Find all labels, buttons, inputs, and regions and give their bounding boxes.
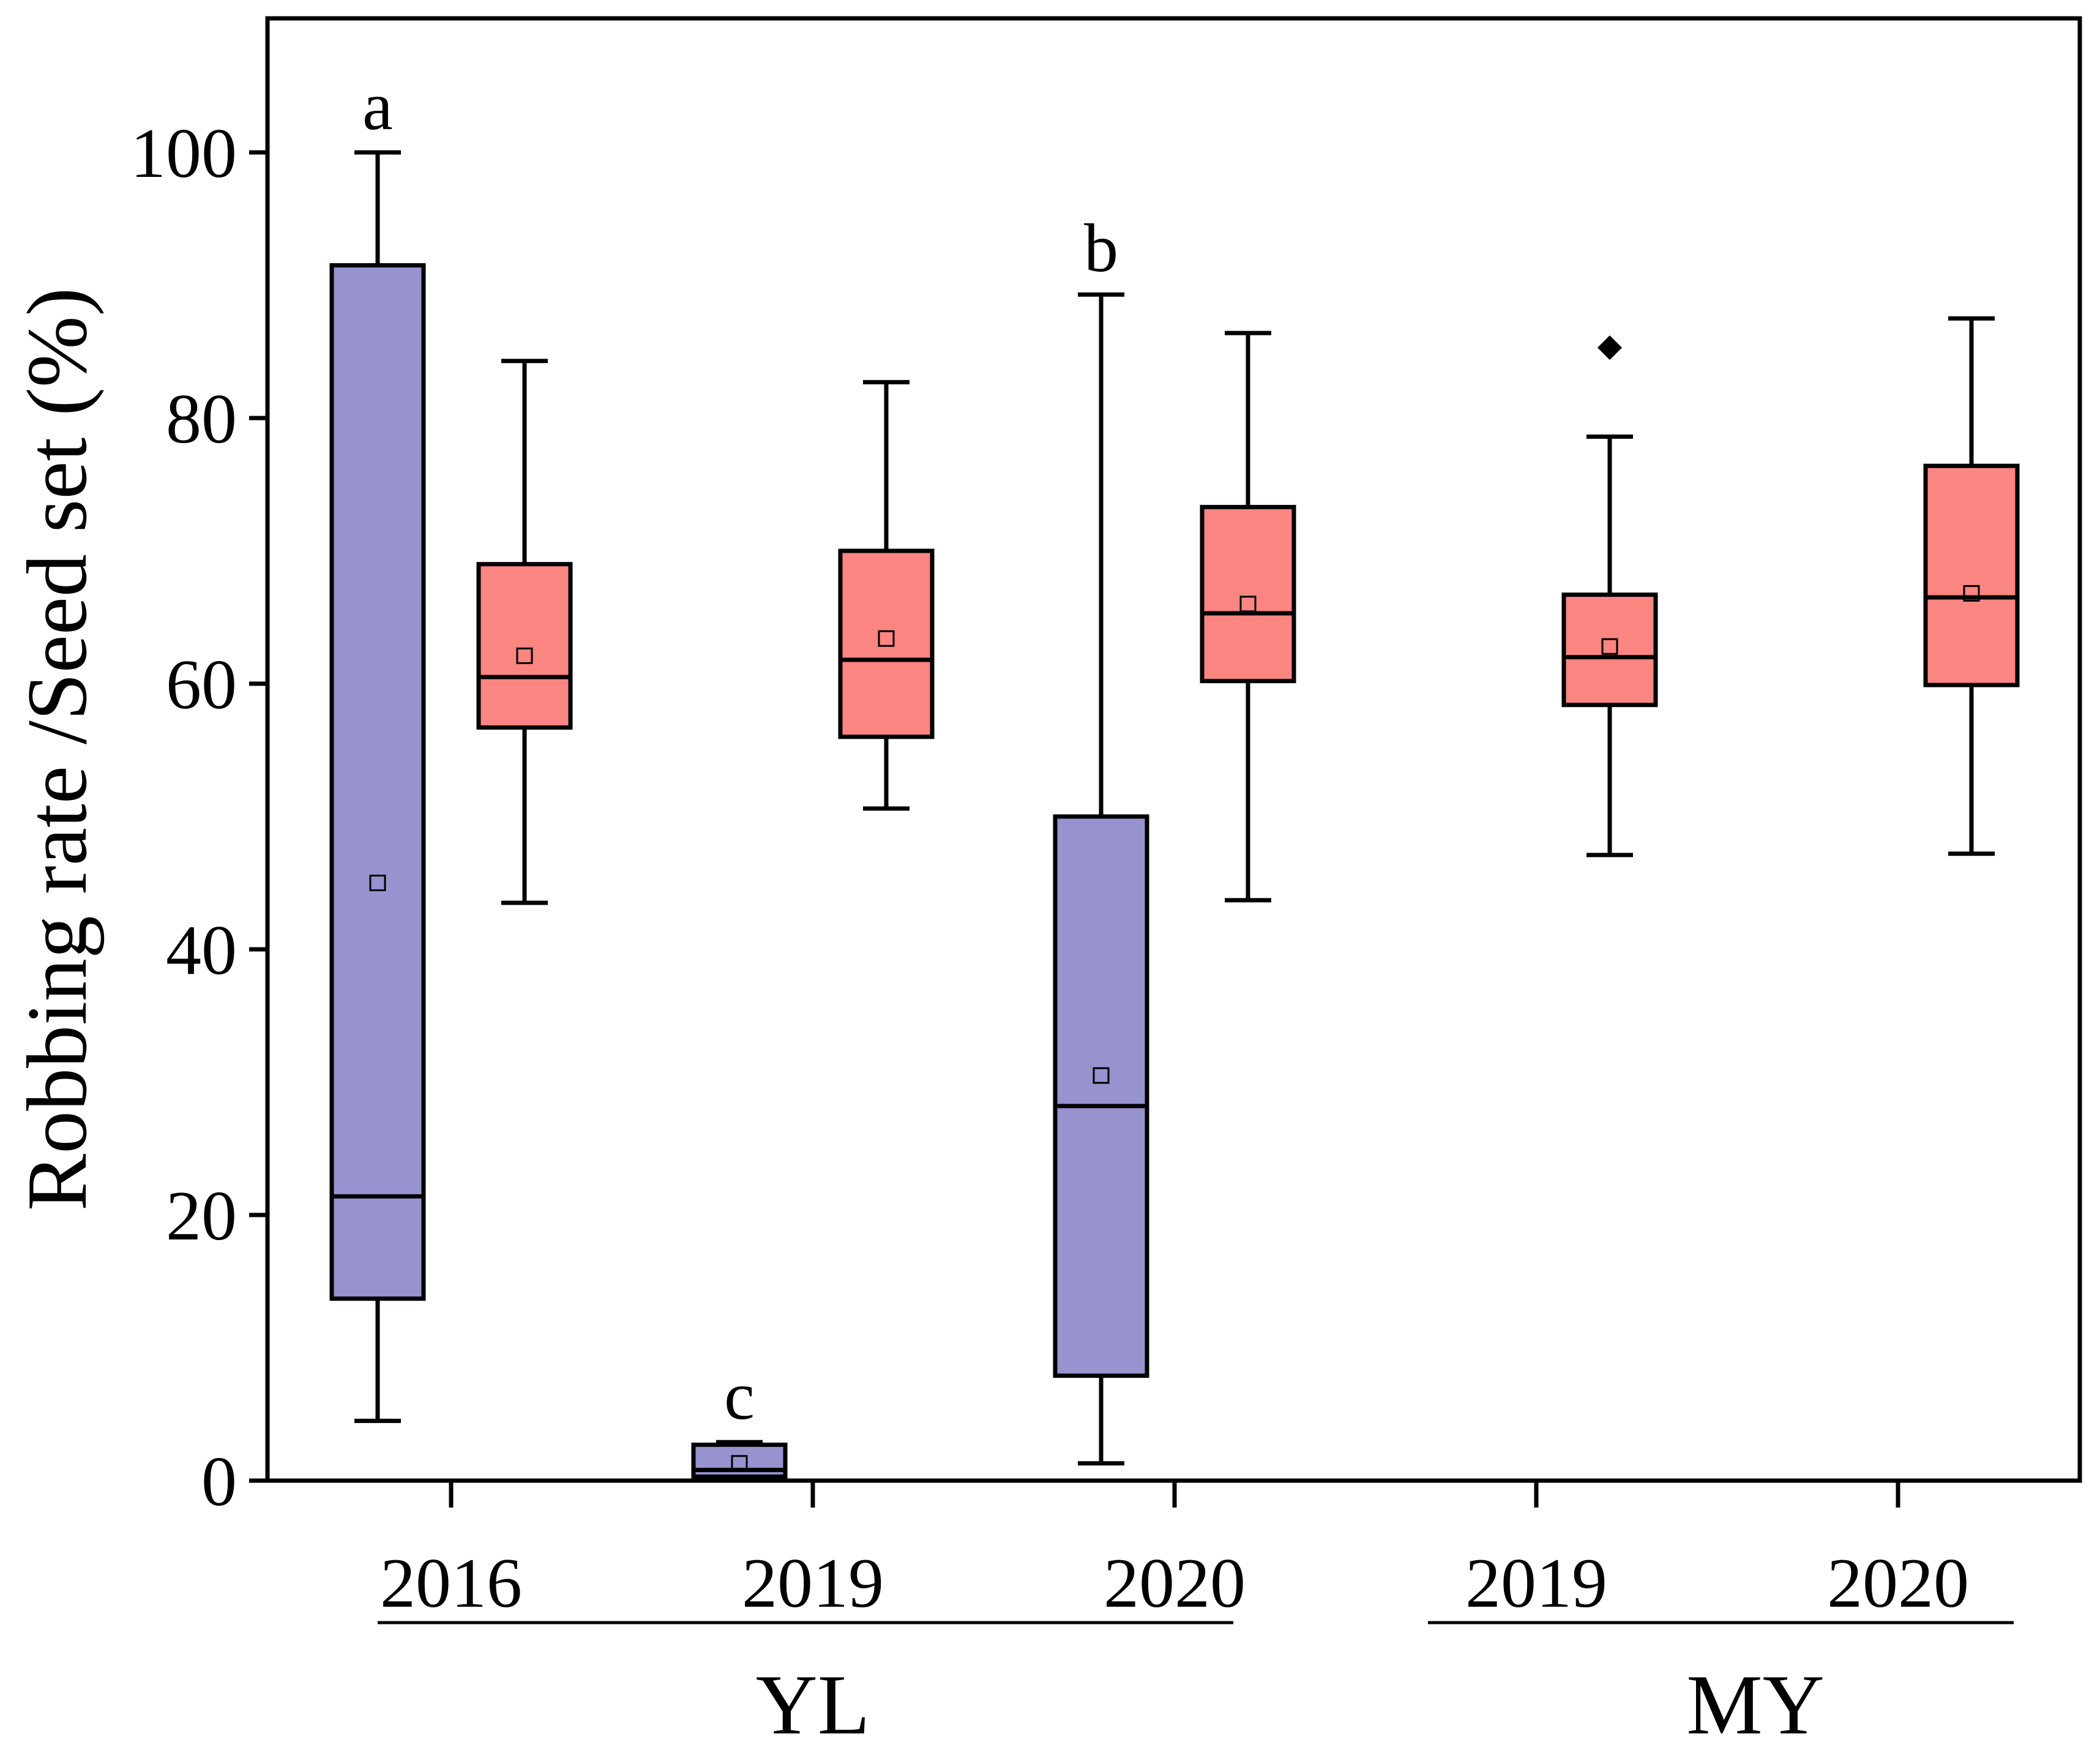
mean-marker xyxy=(731,1455,748,1472)
y-tick-label: 60 xyxy=(166,646,237,724)
y-axis-title: Robbing rate /Seed set (%) xyxy=(10,288,105,1211)
site-label-my: MY xyxy=(1686,1658,1825,1752)
significance-letter: a xyxy=(362,69,393,144)
box-seed-set xyxy=(838,379,935,811)
iqr-box xyxy=(329,263,426,1301)
mean-marker xyxy=(1239,596,1257,613)
x-year-label: 2020 xyxy=(1104,1544,1246,1623)
axes-layer: 0 20 40 60 80 100 2016 2019 2020 2019 2020 YL MY xyxy=(130,114,2014,1752)
mean-marker xyxy=(1093,1067,1110,1084)
x-year-label: 2020 xyxy=(1827,1544,1969,1623)
outlier-point xyxy=(1597,335,1622,360)
box-robbing-rate: b xyxy=(1053,211,1149,1466)
box-robbing-rate: c xyxy=(691,1358,788,1483)
iqr-box xyxy=(1923,463,2020,687)
boxes-layer: a c b xyxy=(329,69,2020,1483)
mean-marker xyxy=(1963,585,1980,602)
significance-letter: c xyxy=(724,1358,755,1434)
y-tick-label: 80 xyxy=(166,380,237,458)
mean-marker xyxy=(878,630,895,647)
y-tick-label: 20 xyxy=(166,1177,237,1255)
x-year-label: 2016 xyxy=(380,1544,522,1623)
box-seed-set xyxy=(476,359,573,905)
iqr-box xyxy=(1561,592,1658,708)
mean-marker xyxy=(369,875,386,891)
iqr-box xyxy=(838,548,935,739)
iqr-box xyxy=(1053,814,1149,1378)
iqr-box xyxy=(476,562,573,730)
iqr-box xyxy=(1200,504,1296,684)
y-tick-label: 100 xyxy=(130,114,237,193)
box-seed-set xyxy=(1200,331,1296,903)
box-robbing-rate: a xyxy=(329,69,426,1423)
mean-marker xyxy=(1601,638,1618,655)
y-tick-label: 40 xyxy=(166,911,237,990)
significance-letter: b xyxy=(1084,211,1118,286)
site-label-yl: YL xyxy=(756,1658,870,1752)
box-seed-set xyxy=(1561,335,1658,858)
box-seed-set xyxy=(1923,316,2020,856)
x-year-label: 2019 xyxy=(1465,1544,1607,1623)
x-year-label: 2019 xyxy=(742,1544,884,1623)
plot-frame xyxy=(265,16,2082,1483)
y-tick-label: 0 xyxy=(201,1443,237,1521)
mean-marker xyxy=(516,647,533,664)
